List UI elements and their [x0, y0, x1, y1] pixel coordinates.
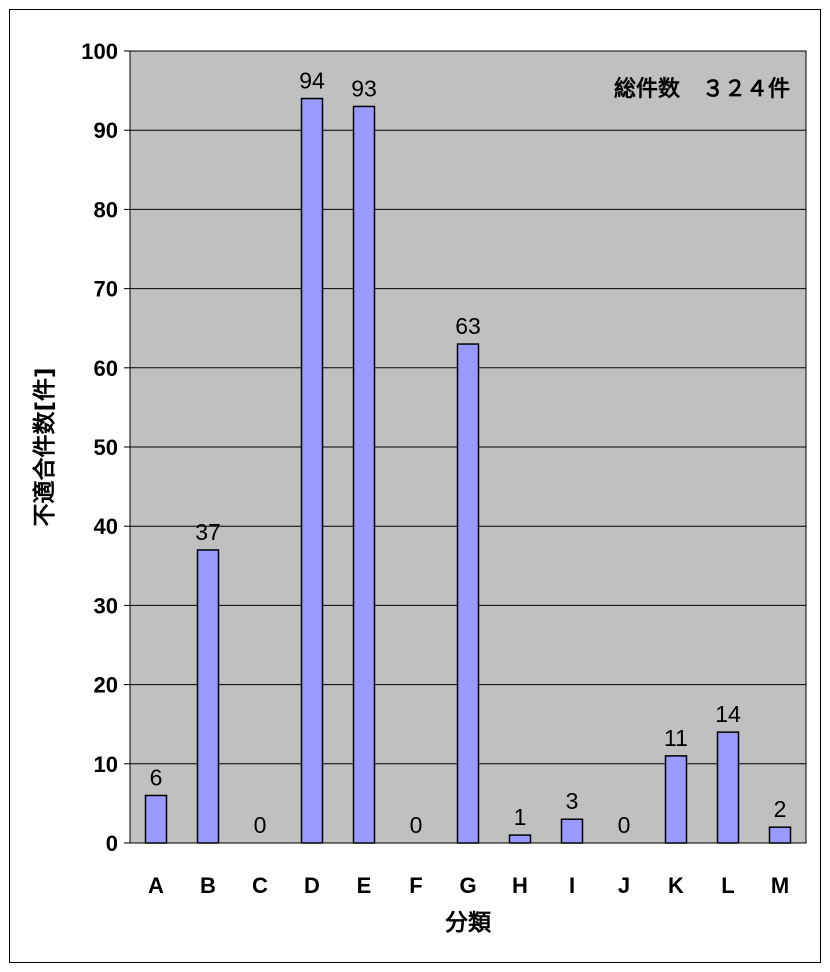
- x-tick-labels: A B C D E F G H I J K L M: [148, 873, 789, 898]
- y-tick-label: 70: [94, 277, 118, 302]
- y-tick-label: 100: [81, 39, 118, 64]
- x-tick-label: A: [148, 873, 164, 898]
- data-label: 6: [150, 764, 163, 790]
- bar-D: [300, 97, 324, 844]
- data-label: 2: [774, 796, 787, 822]
- data-label: 0: [410, 812, 423, 838]
- bar-E: [352, 105, 376, 844]
- bars: [144, 97, 792, 844]
- x-tick-label: M: [771, 873, 789, 898]
- bar-B: [196, 549, 220, 844]
- total-count-annotation: 総件数 ３２４件: [614, 76, 790, 102]
- data-label: 94: [299, 68, 325, 94]
- x-tick-label: C: [252, 873, 268, 898]
- y-tick-label: 80: [94, 197, 118, 222]
- data-label: 37: [195, 519, 221, 545]
- bar-K: [664, 755, 688, 844]
- y-tick-label: 0: [106, 831, 118, 856]
- bar-M: [768, 826, 792, 844]
- data-labels: 6 37 0 94 93 0 63 1 3 0 11 14 2: [150, 68, 787, 838]
- y-tick-label: 10: [94, 752, 118, 777]
- y-axis-title: 不適合件数[件]: [31, 367, 58, 526]
- x-tick-label: D: [304, 873, 320, 898]
- y-tick-labels: 0 10 20 30 40 50 60 70 80 90 100: [81, 39, 130, 856]
- data-label: 11: [664, 725, 688, 751]
- y-tick-label: 50: [94, 435, 118, 460]
- x-tick-label: J: [618, 873, 630, 898]
- x-tick-label: I: [569, 873, 575, 898]
- bar-L: [716, 731, 740, 844]
- y-tick-label: 90: [94, 118, 118, 143]
- bar-H: [508, 834, 532, 844]
- data-label: 0: [254, 812, 267, 838]
- x-tick-label: G: [459, 873, 476, 898]
- x-tick-label: H: [512, 873, 528, 898]
- data-label: 3: [566, 788, 579, 814]
- bar-G: [456, 343, 480, 844]
- x-tick-label: F: [409, 873, 422, 898]
- y-tick-label: 60: [94, 356, 118, 381]
- data-label: 14: [715, 701, 741, 727]
- x-tick-label: B: [200, 873, 216, 898]
- data-label: 1: [514, 804, 527, 830]
- y-tick-label: 20: [94, 673, 118, 698]
- data-label: 63: [455, 313, 481, 339]
- y-tick-label: 30: [94, 593, 118, 618]
- y-tick-label: 40: [94, 514, 118, 539]
- bar-A: [144, 794, 168, 844]
- bar-I: [560, 818, 584, 844]
- data-label: 0: [618, 812, 631, 838]
- x-tick-label: K: [668, 873, 684, 898]
- x-axis-title: 分類: [445, 910, 492, 936]
- x-tick-label: L: [721, 873, 734, 898]
- x-tick-label: E: [357, 873, 372, 898]
- data-label: 93: [351, 75, 377, 101]
